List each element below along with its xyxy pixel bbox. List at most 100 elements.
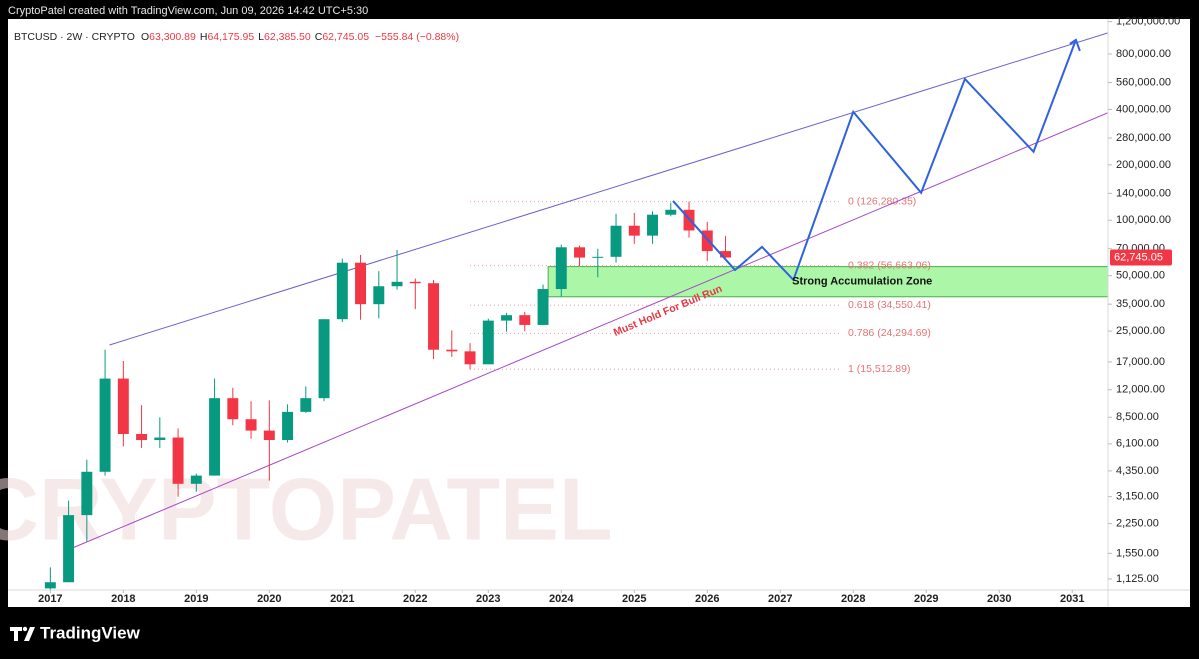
candle-body <box>720 251 731 258</box>
y-tick-label: 1,125.00 <box>1116 573 1159 585</box>
x-tick-label: 2017 <box>38 593 62 605</box>
y-tick-label: 6,100.00 <box>1116 438 1159 450</box>
credit: CryptoPatel created with TradingView.com… <box>8 5 368 17</box>
y-tick-label: 17,000.00 <box>1116 356 1165 368</box>
panel <box>8 19 1190 607</box>
y-tick-label: 4,350.00 <box>1116 465 1159 477</box>
candle-body <box>464 351 476 365</box>
brand: TradingView <box>40 623 141 642</box>
fib-label: 0.382 (56,663.06) <box>848 259 931 271</box>
candle-body <box>519 315 531 325</box>
x-tick-label: 2031 <box>1060 593 1084 605</box>
candle-body <box>136 433 148 440</box>
candle-body <box>245 419 257 431</box>
candle-body <box>501 315 513 321</box>
projection-arrow <box>1069 38 1081 52</box>
y-tick-label: 25,000.00 <box>1116 325 1165 337</box>
x-tick-label: 2030 <box>987 593 1011 605</box>
candle-body <box>409 281 421 284</box>
axes: 1,125.00 1,550.00 2,250.00 3,150.00 4,350.00… <box>38 16 1180 605</box>
fib-label: 0.618 (34,550.41) <box>848 299 931 311</box>
y-tick-label: 50,000.00 <box>1116 270 1165 282</box>
candle-body <box>610 225 622 257</box>
last-price-tag <box>1110 249 1172 266</box>
change: −555.84 (−0.88%) <box>375 31 459 43</box>
candle-body <box>701 230 713 252</box>
ohlc-key: C <box>315 31 323 43</box>
x-tick-label: 2029 <box>914 593 938 605</box>
candle-body <box>99 378 111 472</box>
candle-body <box>537 289 549 325</box>
ohlc-key: O <box>141 31 149 43</box>
ohlc-value: 62,385.50 <box>264 31 311 43</box>
fib-label: 0.786 (24,294.69) <box>848 327 931 339</box>
ohlc-value: 64,175.95 <box>207 31 254 43</box>
x-tick-label: 2022 <box>403 593 427 605</box>
y-tick-label: 280,000.00 <box>1116 132 1171 144</box>
candle-body <box>428 283 440 350</box>
header: BTCUSD · 2W · CRYPTO O 63,300.89 H 64,175.95… <box>14 31 459 43</box>
y-tick-label: 1,200,000.00 <box>1116 16 1180 28</box>
x-tick-label: 2028 <box>841 593 865 605</box>
candle-body <box>227 398 239 420</box>
candle-body <box>446 349 458 352</box>
candle-body <box>282 411 294 440</box>
ohlc-value: 62,745.05 <box>322 31 369 43</box>
candle-body <box>190 475 202 484</box>
ohlc-key: L <box>258 31 264 43</box>
y-tick-label: 560,000.00 <box>1116 76 1171 88</box>
candle-body <box>172 437 184 484</box>
candle-body <box>355 262 367 305</box>
candle-body <box>318 319 330 399</box>
x-tick-label: 2024 <box>549 593 574 605</box>
candle-body <box>154 437 166 440</box>
channel-line <box>109 32 1108 346</box>
y-tick-label: 8,500.00 <box>1116 411 1159 423</box>
last-price-label: 62,745.05 <box>1114 251 1163 263</box>
x-tick-label: 2018 <box>111 593 135 605</box>
symbol: BTCUSD · 2W · CRYPTO <box>14 31 135 43</box>
x-tick-label: 2023 <box>476 593 500 605</box>
ohlc-key: H <box>200 31 208 43</box>
candle-body <box>647 214 658 236</box>
y-tick-label: 400,000.00 <box>1116 103 1171 115</box>
candle-body <box>263 430 275 440</box>
candle-body <box>592 256 604 258</box>
watermark: CRYPTOPATEL <box>0 459 613 558</box>
y-tick-label: 800,000.00 <box>1116 48 1171 60</box>
fib-label: 1 (15,512.89) <box>848 363 910 375</box>
x-tick-label: 2021 <box>330 593 354 605</box>
ohlc-value: 63,300.89 <box>149 31 196 43</box>
y-tick-label: 140,000.00 <box>1116 187 1171 199</box>
y-tick-label: 3,150.00 <box>1116 491 1159 503</box>
x-tick-label: 2020 <box>257 593 281 605</box>
y-tick-label: 100,000.00 <box>1116 214 1171 226</box>
x-tick-label: 2026 <box>695 593 719 605</box>
candle-body <box>81 471 93 516</box>
candle-body <box>336 262 348 320</box>
candle-body <box>482 320 494 365</box>
candle-body <box>117 378 129 434</box>
candle-body <box>391 281 403 287</box>
candle-body <box>63 515 75 583</box>
accumulation-zone <box>547 266 1108 298</box>
candle-body <box>574 247 586 258</box>
y-tick-label: 12,000.00 <box>1116 384 1165 396</box>
candle-body <box>209 398 221 476</box>
candle-body <box>665 209 677 215</box>
candle-body <box>373 286 385 305</box>
candle-body <box>44 582 56 589</box>
y-tick-label: 2,250.00 <box>1116 517 1159 529</box>
x-tick-label: 2025 <box>622 593 646 605</box>
projection-path <box>672 39 1077 282</box>
candle-body <box>300 398 312 412</box>
x-tick-label: 2019 <box>184 593 208 605</box>
candle-body <box>555 247 567 290</box>
zone-label: Strong Accumulation Zone <box>792 276 932 288</box>
channel-line <box>69 112 1108 550</box>
x-tick-label: 2027 <box>768 593 792 605</box>
y-tick-label: 200,000.00 <box>1116 159 1171 171</box>
y-tick-label: 35,000.00 <box>1116 298 1165 310</box>
